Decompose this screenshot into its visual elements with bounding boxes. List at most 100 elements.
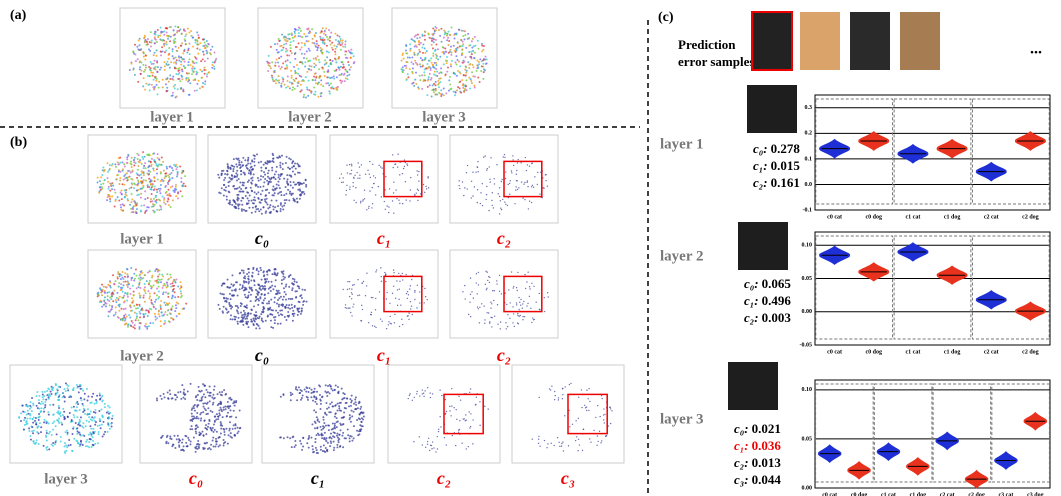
scatter-dot — [312, 79, 314, 81]
coefficient: c₀:0.278 — [753, 141, 800, 156]
scatter-dot — [290, 399, 292, 401]
scatter-dot — [416, 307, 417, 308]
scatter-dot — [111, 195, 113, 197]
scatter-dot — [166, 302, 168, 304]
scatter-dot — [293, 165, 295, 167]
scatter-dot — [290, 392, 292, 394]
scatter-dot — [308, 80, 310, 82]
scatter-dot — [250, 187, 252, 189]
scatter-dot — [359, 166, 360, 167]
scatter-dot — [73, 416, 75, 418]
scatter-dot — [299, 440, 301, 442]
scatter-dot — [272, 206, 274, 208]
scatter-dot — [195, 396, 197, 398]
scatter-dot — [254, 284, 256, 286]
scatter-dot — [214, 62, 216, 64]
scatter-dot — [239, 181, 241, 183]
scatter-dot — [58, 399, 60, 401]
scatter-dot — [314, 79, 316, 81]
scatter-dot — [191, 420, 193, 422]
scatter-dot — [165, 304, 167, 306]
scatter-dot — [285, 299, 287, 301]
scatter-dot — [513, 165, 514, 166]
scatter-dot — [268, 170, 270, 172]
scatter-dot — [372, 325, 373, 326]
scatter-dot — [504, 157, 505, 158]
scatter-dot — [123, 315, 125, 317]
scatter-dot — [251, 190, 253, 192]
scatter-dot — [286, 64, 288, 66]
scatter-dot — [22, 411, 24, 413]
scatter-dot — [317, 433, 319, 435]
scatter-dot — [177, 391, 179, 393]
scatter-dot — [176, 438, 178, 440]
scatter-dot — [350, 56, 352, 58]
scatter-dot — [129, 170, 131, 172]
scatter-dot — [149, 293, 151, 295]
scatter-dot — [408, 319, 409, 320]
scatter-dot — [33, 430, 35, 432]
scatter-dot — [173, 39, 175, 41]
scatter-dot — [281, 283, 283, 285]
scatter-dot — [198, 386, 200, 388]
scatter-dot — [221, 285, 223, 287]
scatter-dot — [266, 180, 268, 182]
scatter-dot — [458, 29, 460, 31]
scatter-dot — [182, 52, 184, 54]
scatter-dot — [276, 43, 278, 45]
scatter-dot — [204, 80, 206, 82]
scatter-dot — [539, 293, 540, 294]
scatter-dot — [91, 402, 93, 404]
scatter-dot — [165, 442, 167, 444]
scatter-dot — [39, 422, 41, 424]
scatter-dot — [172, 79, 174, 81]
scatter-dot — [334, 416, 336, 418]
scatter-dot — [156, 168, 158, 170]
scatter-dot — [193, 437, 195, 439]
scatter-dot — [204, 396, 206, 398]
scatter-dot — [280, 210, 282, 212]
scatter-dot — [242, 164, 244, 166]
scatter-dot — [269, 307, 271, 309]
scatter-dot — [351, 315, 352, 316]
scatter-dot — [148, 312, 150, 314]
scatter-dot — [143, 52, 145, 54]
scatter-dot — [231, 437, 233, 439]
scatter-dot — [293, 313, 295, 315]
scatter-dot — [450, 63, 452, 65]
scatter-dot — [119, 296, 121, 298]
scatter-dot — [447, 37, 449, 39]
scatter-dot — [26, 414, 28, 416]
scatter-dot — [20, 412, 22, 414]
scatter-dot — [184, 435, 186, 437]
scatter-dot — [190, 383, 192, 385]
scatter-dot — [139, 274, 141, 276]
scatter-dot — [255, 185, 257, 187]
scatter-dot — [247, 158, 249, 160]
scatter-dot — [308, 68, 310, 70]
scatter-dot — [381, 276, 382, 277]
x-tick-label: c2 cat — [940, 492, 955, 496]
scatter-dot — [167, 397, 169, 399]
scatter-dot — [254, 196, 256, 198]
scatter-dot — [327, 69, 329, 71]
scatter-dot — [212, 440, 214, 442]
scatter-dot — [210, 410, 212, 412]
scatter-dot — [111, 188, 113, 190]
scatter-dot — [214, 415, 216, 417]
scatter-dot — [229, 200, 231, 202]
scatter-dot — [153, 198, 155, 200]
scatter-dot — [124, 177, 126, 179]
scatter-dot — [278, 184, 280, 186]
scatter-dot — [126, 158, 128, 160]
scatter-dot — [104, 431, 106, 433]
scatter-dot — [412, 63, 414, 65]
scatter-dot — [154, 43, 156, 45]
scatter-dot — [490, 301, 491, 302]
scatter-dot — [288, 38, 290, 40]
scatter-dot — [154, 52, 156, 54]
scatter-dot — [144, 69, 146, 71]
scatter-dot — [263, 164, 265, 166]
scatter-dot — [352, 294, 353, 295]
scatter-dot — [406, 163, 407, 164]
